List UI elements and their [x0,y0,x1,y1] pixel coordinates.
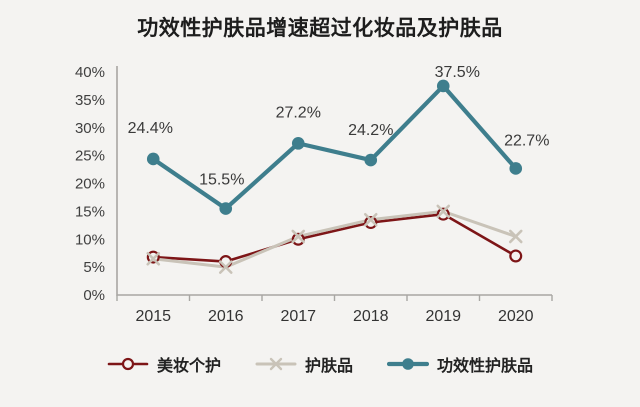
legend-item-beauty-personal-care: 美妆个护 [107,352,221,376]
series-line-2 [151,83,518,211]
legend-item-functional-skincare: 功效性护肤品 [387,352,533,376]
filled-circle-marker-icon [387,358,429,370]
y-axis-label: 35% [75,92,105,109]
line-chart: 0% 5% 10% 15% 20% 25% 30% 35% 40% 2015 2016 2017 201… [75,64,553,325]
x-marker-icon [255,357,297,371]
x-marker-icon [291,229,306,244]
x-marker-icon [363,212,378,227]
open-circle-marker-icon [436,207,450,221]
filled-circle-marker-icon [146,152,160,166]
x-axis-label: 2019 [425,308,461,325]
legend-item-skincare: 护肤品 [255,352,353,376]
data-label: 24.2% [348,122,393,139]
y-axis-label: 5% [83,259,105,276]
y-axis-label: 10% [75,231,105,248]
y-axis-label: 30% [75,120,105,137]
filled-circle-marker-icon [509,162,523,175]
open-circle-marker-icon [107,357,149,371]
data-label: 24.4% [128,120,173,137]
data-label: 22.7% [504,132,549,149]
x-marker-icon [218,260,233,274]
series-line-0 [151,212,518,263]
legend-label: 功效性护肤品 [437,358,534,375]
data-label: 27.2% [276,104,321,121]
open-circle-marker-icon [364,216,378,230]
legend-label: 美妆个护 [156,358,221,375]
data-label: 15.5% [199,172,244,189]
filled-circle-marker-icon [364,153,378,167]
y-axis-label: 20% [75,176,105,193]
series-line-1 [151,209,518,269]
x-marker-icon [508,229,523,244]
x-marker-icon [436,204,451,219]
filled-circle-marker-icon [436,79,450,93]
y-axis-label: 40% [75,64,105,81]
x-marker-icon [146,251,161,266]
open-circle-marker-icon [509,249,523,263]
filled-circle-marker-icon [219,202,233,215]
chart-legend: 美妆个护 护肤品 功效性护肤品 [0,352,640,376]
data-label: 37.5% [435,64,480,81]
y-axis-label: 15% [75,203,105,220]
open-circle-marker-icon [291,232,305,246]
x-axis-label: 2018 [353,308,389,325]
legend-label: 护肤品 [304,358,353,375]
x-axis-label: 2017 [280,308,316,325]
y-axis-label: 0% [83,287,105,304]
filled-circle-marker-icon [291,137,305,150]
x-axis-label: 2015 [135,308,171,325]
y-axis-label: 25% [75,148,105,165]
x-axis-label: 2016 [208,308,244,325]
x-axis-label: 2020 [498,308,534,325]
chart-title: 功效性护肤品增速超过化妆品及护肤品 [137,17,503,40]
